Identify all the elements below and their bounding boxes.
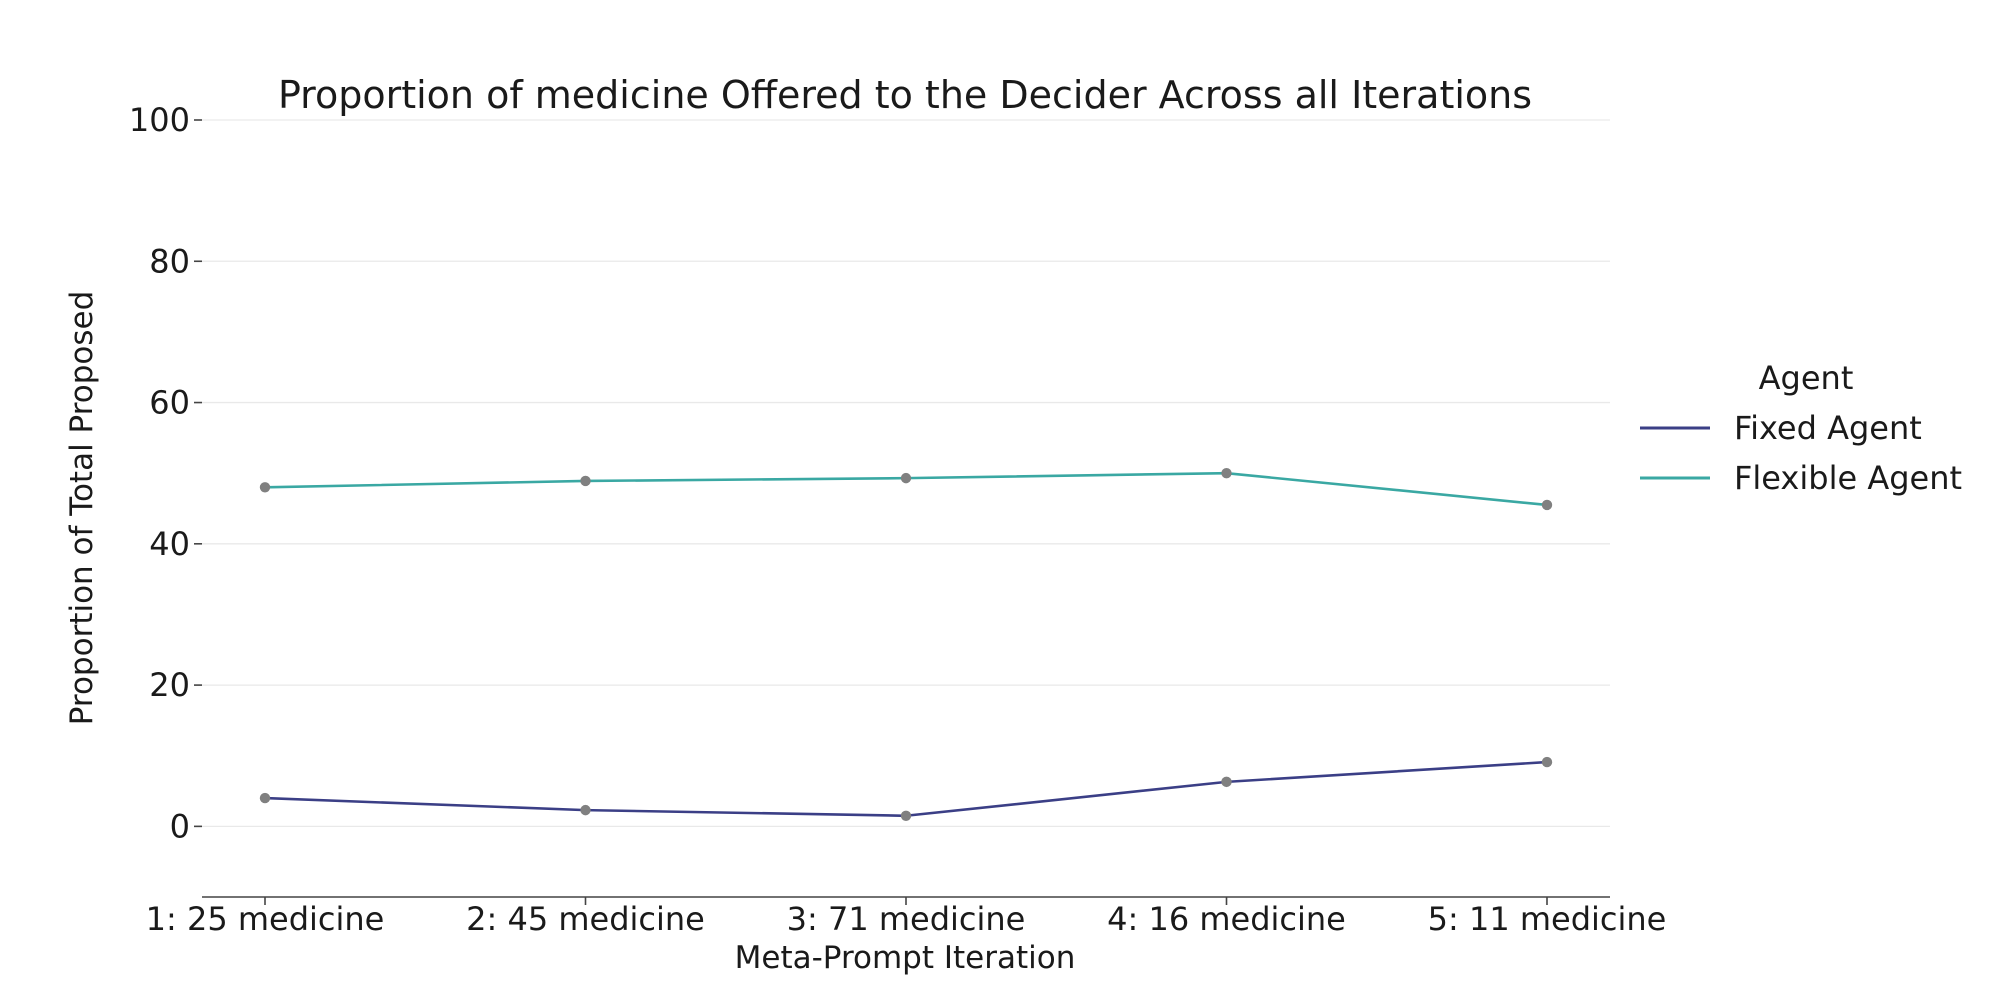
data-point (900, 472, 912, 484)
y-tick-label: 80 (149, 242, 190, 280)
y-tick-label: 40 (149, 525, 190, 563)
y-tick-label: 100 (129, 101, 190, 139)
gridlines (202, 119, 1610, 828)
chart-text: 0 20 40 60 80 100 1: 25 medicine 2: 45 medicine… (64, 73, 1666, 976)
y-tick-label: 20 (149, 666, 190, 704)
data-point (1221, 776, 1232, 788)
data-point (1541, 756, 1553, 768)
axes (194, 119, 1610, 905)
data-point (580, 804, 591, 816)
data-point (900, 810, 912, 821)
legend-label: Flexible Agent (1734, 459, 1962, 497)
data-point (1221, 467, 1232, 479)
x-tick-label: 2: 45 medicine (466, 900, 705, 938)
y-tick-label: 0 (170, 807, 190, 845)
x-axis-label: Meta-Prompt Iteration (735, 940, 1076, 976)
x-tick-label: 3: 71 medicine (787, 900, 1026, 938)
legend-title: Agent (1759, 359, 1854, 397)
x-tick-label: 4: 16 medicine (1107, 900, 1346, 938)
legend: Agent Fixed Agent Flexible Agent (1640, 359, 1962, 497)
series-line-fixed-agent (264, 760, 1548, 818)
y-axis-label: Proportion of Total Proposed (64, 291, 100, 726)
chart-title: Proportion of medicine Offered to the De… (278, 73, 1532, 117)
x-tick-label: 1: 25 medicine (146, 900, 385, 938)
series-lines (264, 471, 1548, 818)
x-tick-label: 5: 11 medicine (1428, 900, 1667, 938)
data-point (259, 792, 271, 804)
y-tick-label: 60 (149, 384, 190, 422)
data-point (1541, 499, 1553, 511)
data-point (580, 475, 591, 487)
legend-label: Fixed Agent (1734, 409, 1922, 447)
data-markers (259, 467, 1553, 821)
data-point (259, 482, 271, 493)
